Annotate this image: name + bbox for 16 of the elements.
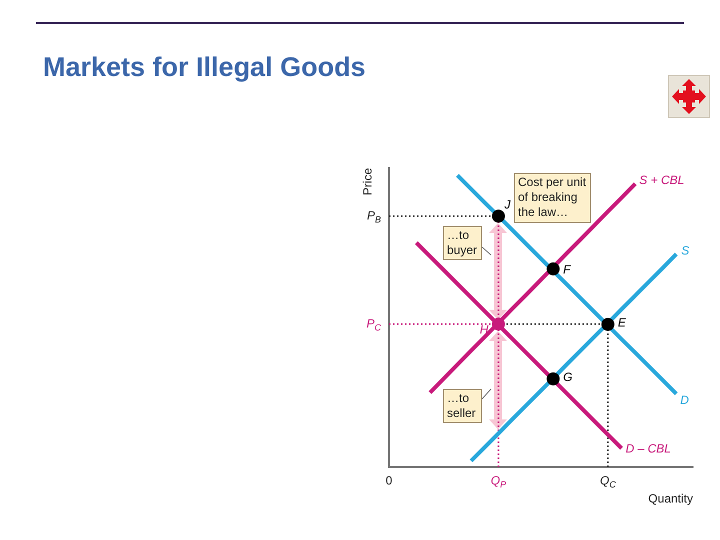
series-label: S	[681, 243, 690, 258]
x-tick-label: 0	[386, 473, 393, 488]
annotation: F	[563, 262, 572, 276]
annotation: J	[503, 197, 512, 212]
chart-title: Markets for Illegal Goods	[43, 51, 366, 83]
series-label: S + CBL	[639, 173, 684, 188]
series-label: D	[680, 393, 690, 408]
annotation: G	[563, 370, 573, 384]
x-axis-title: Quantity	[648, 491, 694, 506]
series-label: D – CBL	[626, 442, 671, 456]
annotation: …to buyer	[443, 226, 482, 260]
y-axis-title: Price	[360, 168, 374, 196]
annotation: E	[618, 316, 627, 330]
annotation: …to seller	[443, 389, 482, 423]
annotation: Cost per unit of breaking the law…	[514, 173, 591, 223]
annotation: H	[480, 322, 489, 336]
